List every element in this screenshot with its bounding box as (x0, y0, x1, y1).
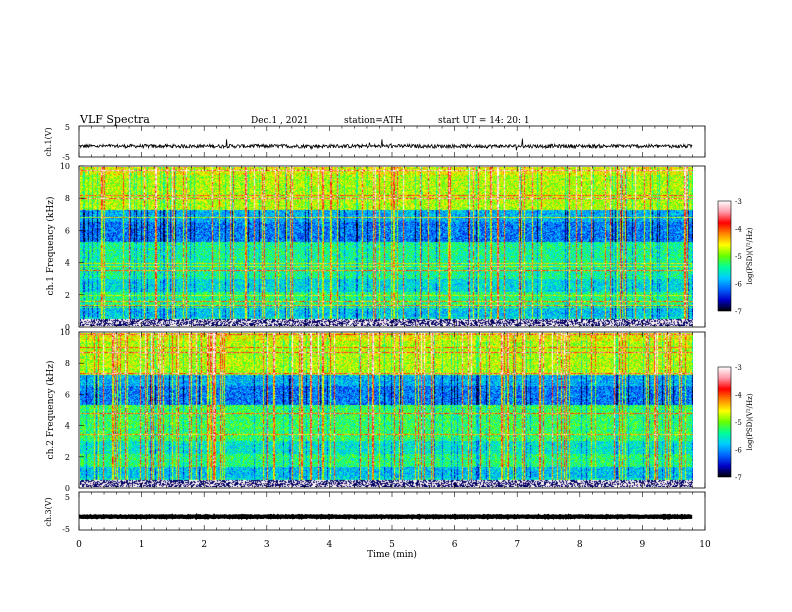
ch1-spectrogram-panel: 0 2 4 6 8 10 ch.1 Frequency (kHz) (45, 162, 706, 332)
time-tick-label-7: 7 (514, 540, 520, 550)
time-tick-label-0: 0 (76, 540, 82, 550)
yt2-label-1: 2 (65, 453, 70, 462)
cbt1-label-2: -5 (735, 253, 742, 261)
ch2-colorbar-label: log(PSD)(V²/Hz) (746, 393, 754, 450)
ch1-colorbar-ticks: -3 -4 -5 -6 -7 (735, 198, 742, 316)
header-date: Dec.1 , 2021 (251, 116, 309, 126)
ch3-ytick-bottom: -5 (62, 525, 70, 534)
cbt2-label-1: -4 (735, 392, 742, 400)
time-tick-label-2: 2 (201, 540, 207, 550)
time-tick-label-5: 5 (389, 540, 395, 550)
ch1-waveform-ticks (78, 126, 706, 157)
yt2-label-0: 0 (65, 484, 70, 493)
yt1-label-5: 10 (60, 162, 70, 171)
header-start-time: start UT = 14: 20: 1 (438, 116, 530, 126)
time-tick-label-3: 3 (264, 540, 270, 550)
header-station: station=ATH (344, 116, 403, 126)
cbt2-label-3: -6 (735, 447, 742, 455)
ch2-colorbar-ticks: -3 -4 -5 -6 -7 (735, 364, 742, 482)
yt2-label-4: 8 (65, 359, 70, 368)
ch1-spectrogram-image (80, 167, 693, 326)
yt1-label-2: 4 (65, 259, 70, 268)
ch1-ylabel: ch.1(V) (44, 127, 53, 156)
ch3-ytick-top: 5 (65, 493, 70, 502)
time-tick-label-9: 9 (640, 540, 646, 550)
ch1-waveform-panel: 5 -5 ch.1(V) (44, 123, 706, 162)
cbt2-label-2: -5 (735, 419, 742, 427)
cbt2-label-0: -3 (735, 364, 742, 372)
cbt1-label-3: -6 (735, 281, 742, 289)
ch1-waveform-line (78, 138, 693, 151)
ch1-frequency-ylabel: ch.1 Frequency (kHz) (45, 197, 56, 296)
ch2-spectrogram-image (80, 333, 693, 487)
ch1-ytick-top: 5 (65, 123, 70, 132)
yt2-label-2: 4 (65, 422, 70, 431)
ch3-waveform-ticks (78, 492, 706, 530)
cbt2-label-4: -7 (735, 474, 742, 482)
time-tick-label-6: 6 (452, 540, 458, 550)
ch3-ylabel: ch.3(V) (44, 497, 53, 526)
yt1-label-3: 6 (65, 226, 70, 235)
yt2-label-5: 10 (60, 328, 70, 337)
time-axis-label: Time (min) (367, 549, 417, 560)
ch2-spectrogram-panel: 0 2 4 6 8 10 ch.2 Frequency (kHz) (45, 328, 706, 493)
ch1-frequency-ticks: 0 2 4 6 8 10 (60, 162, 84, 332)
cbt1-label-0: -3 (735, 198, 742, 206)
cbt1-label-1: -4 (735, 226, 742, 234)
yt2-label-3: 6 (65, 390, 70, 399)
time-tick-label-4: 4 (327, 540, 333, 550)
ch3-waveform-line (78, 513, 693, 521)
ch2-spectrogram-xticks (78, 332, 706, 488)
ch1-ytick-bottom: -5 (62, 153, 70, 162)
ch3-waveform-panel: 5 -5 ch.3(V) (44, 491, 706, 534)
yt1-label-4: 8 (65, 194, 70, 203)
time-tick-label-1: 1 (139, 540, 145, 550)
time-tick-label-10: 10 (699, 540, 711, 550)
cbt1-label-4: -7 (735, 308, 742, 316)
ch2-frequency-ticks: 0 2 4 6 8 10 (60, 328, 84, 493)
time-axis-tick-labels: 0 1 2 3 4 5 6 7 8 9 10 (76, 540, 711, 550)
ch2-frequency-ylabel: ch.2 Frequency (kHz) (45, 361, 56, 460)
time-tick-label-8: 8 (577, 540, 583, 550)
figure-title: VLF Spectra (79, 113, 150, 126)
ch1-colorbar-label: log(PSD)(V²/Hz) (746, 227, 754, 284)
yt1-label-0: 0 (65, 323, 70, 332)
yt1-label-1: 2 (65, 291, 70, 300)
ch1-colorbar: -3 -4 -5 -6 -7 log(PSD)(V²/Hz) (717, 198, 754, 316)
ch2-colorbar: -3 -4 -5 -6 -7 log(PSD)(V²/Hz) (717, 364, 754, 482)
ch1-spectrogram-xticks (78, 166, 706, 327)
